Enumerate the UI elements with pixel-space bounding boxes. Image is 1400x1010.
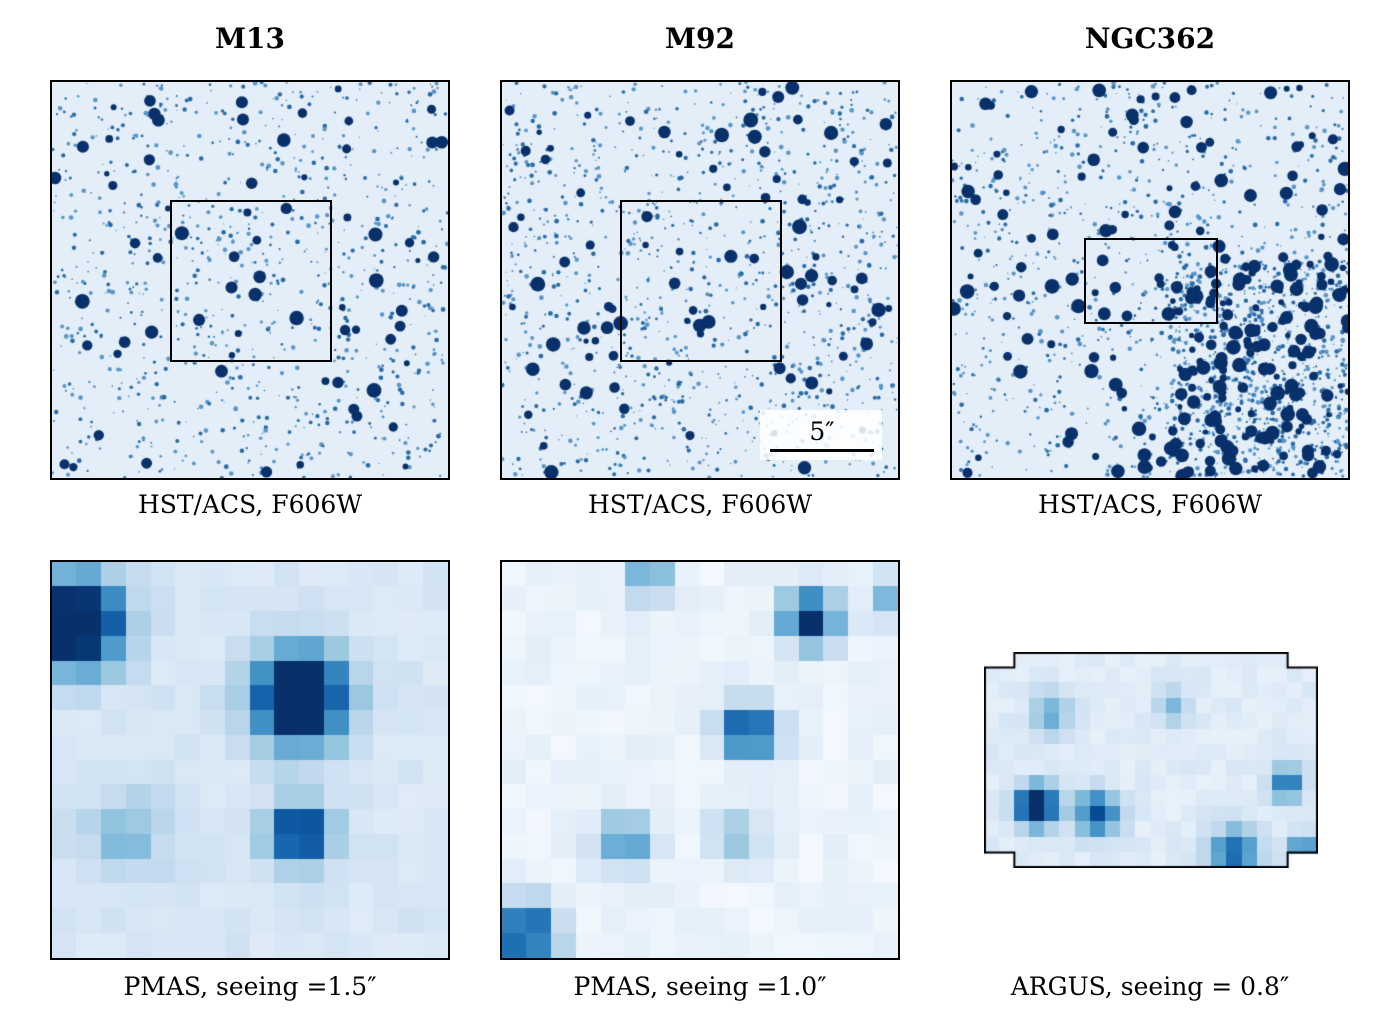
ifu-footprint-box-ngc362 [1084,238,1218,324]
pmas-image-m92 [500,560,900,960]
hst-image-ngc362 [950,80,1350,480]
ifu-caption-m13: PMAS, seeing =1.5″ [123,972,377,1001]
scalebar-label: 5″ [809,417,835,446]
title-m92: M92 [665,22,735,55]
scalebar-line [770,449,874,452]
ifu-footprint-box-m13 [170,200,332,362]
pmas-pixel-map-m13 [52,562,448,958]
pmas-pixel-map-m92 [502,562,898,958]
hst-image-m92: 5″ [500,80,900,480]
argus-image-ngc362 [984,652,1318,868]
hst-caption-m13: HST/ACS, F606W [137,490,363,519]
ifu-caption-ngc362: ARGUS, seeing = 0.8″ [1010,972,1290,1001]
hst-caption-ngc362: HST/ACS, F606W [1037,490,1263,519]
title-m13: M13 [215,22,285,55]
hst-image-m13 [50,80,450,480]
title-ngc362: NGC362 [1084,22,1216,55]
hst-starfield-ngc362 [952,82,1348,478]
ifu-caption-m92: PMAS, seeing =1.0″ [573,972,827,1001]
ifu-footprint-box-m92 [620,200,782,362]
pmas-image-m13 [50,560,450,960]
argus-pixel-map-ngc362 [984,652,1318,868]
hst-caption-m92: HST/ACS, F606W [587,490,813,519]
hst-starfield-m13 [52,82,448,478]
